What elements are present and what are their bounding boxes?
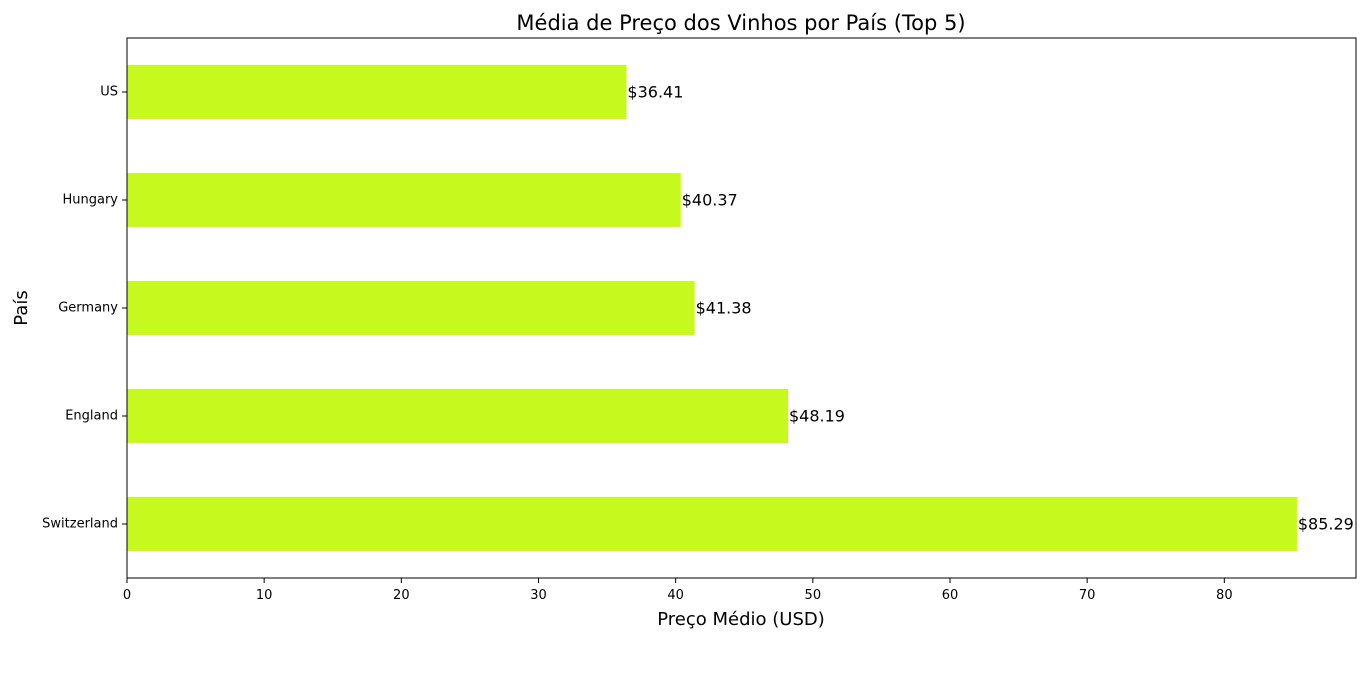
- x-tick-label: 60: [942, 588, 959, 603]
- bar-switzerland: [127, 497, 1297, 551]
- y-tick-label: Hungary: [62, 193, 118, 208]
- bar-us: [127, 65, 627, 119]
- x-tick-label: 80: [1216, 588, 1233, 603]
- y-tick-label: England: [65, 409, 118, 424]
- y-axis-ticks: Switzerland England Germany Hungary US: [42, 85, 127, 532]
- x-axis-ticks: 0 10 20 30 40 50 60 70 80: [123, 578, 1233, 603]
- y-tick-label: US: [100, 85, 118, 100]
- data-label-switzerland: $85.29: [1298, 515, 1354, 534]
- x-tick-label: 40: [667, 588, 684, 603]
- x-tick-label: 0: [123, 588, 131, 603]
- data-label-us: $36.41: [627, 83, 683, 102]
- bars-group: [127, 65, 1297, 551]
- x-tick-label: 50: [805, 588, 822, 603]
- bar-england: [127, 389, 788, 443]
- y-tick-label: Switzerland: [42, 517, 118, 532]
- x-tick-label: 70: [1079, 588, 1096, 603]
- data-label-england: $48.19: [789, 407, 845, 426]
- y-tick-label: Germany: [58, 301, 118, 316]
- data-labels-group: $85.29 $48.19 $41.38 $40.37 $36.41: [627, 83, 1353, 534]
- x-axis-title: Preço Médio (USD): [657, 609, 825, 630]
- bar-germany: [127, 281, 695, 335]
- plot-area-frame: [126, 37, 1357, 579]
- chart-title: Média de Preço dos Vinhos por País (Top …: [516, 11, 965, 35]
- data-label-hungary: $40.37: [682, 191, 738, 210]
- data-label-germany: $41.38: [696, 299, 752, 318]
- y-axis-title: País: [11, 290, 32, 325]
- x-tick-label: 30: [530, 588, 547, 603]
- x-tick-label: 10: [256, 588, 273, 603]
- bar-hungary: [127, 173, 681, 227]
- x-tick-label: 20: [393, 588, 410, 603]
